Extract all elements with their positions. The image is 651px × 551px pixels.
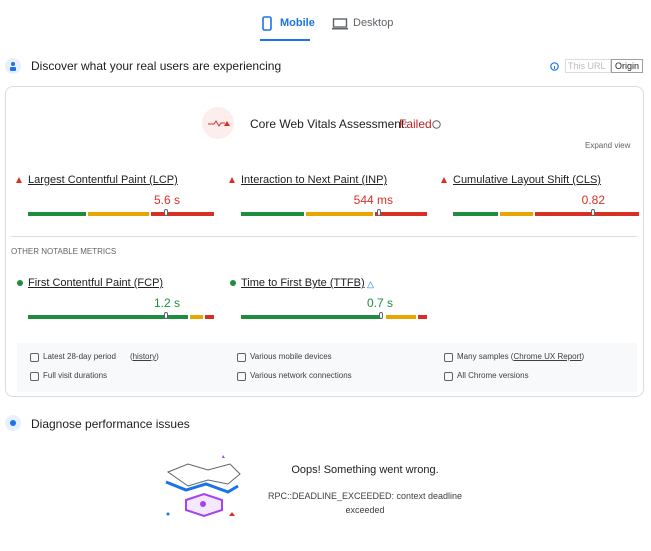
distribution-segment [386, 315, 416, 319]
detail-item: Latest 28-day period (history) [43, 352, 159, 361]
fail-icon [229, 177, 235, 183]
fail-icon [441, 177, 447, 183]
detail-item: Various mobile devices [250, 352, 332, 361]
expand-view[interactable]: Expand view [585, 141, 631, 150]
pass-icon [17, 280, 23, 286]
p75-marker [590, 209, 595, 216]
distribution-segment [453, 212, 498, 216]
distribution-segment [306, 212, 374, 216]
metric-name[interactable]: Largest Contentful Paint (LCP) [28, 174, 178, 186]
detail-icon [237, 372, 246, 381]
p75-marker [378, 312, 383, 319]
distribution-segment [28, 315, 188, 319]
assessment-label: Core Web Vitals Assessment: [250, 117, 408, 131]
distribution-segment [150, 212, 214, 216]
ttfb-experimental-icon: △ [367, 279, 374, 289]
detail-text: ( [129, 352, 133, 361]
details-box [17, 343, 637, 392]
p75-marker [163, 209, 168, 216]
distribution-segment [417, 315, 427, 319]
detail-icon [30, 353, 39, 362]
error-message: RPC::DEADLINE_EXCEEDED: context deadline… [267, 491, 463, 515]
p75-marker [376, 209, 381, 216]
detail-link[interactable]: Chrome UX Report [513, 352, 582, 361]
metric-name[interactable]: Time to First Byte (TTFB) [241, 277, 365, 289]
cwv-logo [202, 107, 234, 139]
detail-item: All Chrome versions [457, 371, 529, 380]
help-icon [432, 120, 441, 129]
error-illustration [165, 455, 241, 518]
other-heading: OTHER NOTABLE METRICS [11, 247, 117, 256]
fail-icon [16, 177, 22, 183]
users-icon [5, 58, 21, 74]
detail-text: Various network connections [250, 371, 352, 380]
detail-icon [444, 372, 453, 381]
distribution-segment [189, 315, 203, 319]
distribution-segment [28, 212, 86, 216]
metric-name[interactable]: First Contentful Paint (FCP) [28, 277, 164, 289]
distribution-segment [241, 212, 305, 216]
metric-value: 0.82 [581, 193, 605, 207]
desktop-icon [332, 18, 348, 30]
p75-marker [163, 312, 168, 319]
detail-text: ) [581, 352, 585, 361]
metric-value: 5.6 s [153, 193, 180, 207]
detail-icon [237, 353, 246, 362]
mobile-tab[interactable]: Mobile [280, 17, 315, 29]
metric-name[interactable]: Interaction to Next Paint (INP) [241, 174, 388, 186]
detail-text: Many samples ( [457, 352, 514, 361]
metric-name[interactable]: Cumulative Layout Shift (CLS) [453, 174, 601, 186]
info-icon [550, 62, 559, 71]
detail-icon [444, 353, 453, 362]
metric-value: 0.7 s [366, 296, 393, 310]
assessment-status: Failed [399, 117, 432, 131]
detail-item: Many samples (Chrome UX Report) [457, 352, 584, 361]
desktop-tab[interactable]: Desktop [353, 17, 394, 29]
distribution-segment [374, 212, 427, 216]
field-card [5, 86, 644, 397]
divider [11, 236, 637, 237]
detail-item: Full visit durations [43, 371, 107, 380]
distribution-segment [499, 212, 533, 216]
detail-text: Full visit durations [43, 371, 108, 380]
diagnose-title: Diagnose performance issues [31, 417, 190, 431]
detail-text: Latest 28-day period [43, 352, 116, 361]
field-title: Discover what your real users are experi… [31, 59, 282, 73]
origin-toggle[interactable]: Origin [611, 59, 643, 73]
detail-icon [30, 372, 39, 381]
diagnose-icon [5, 415, 21, 431]
distribution-segment [87, 212, 149, 216]
distribution-segment [534, 212, 639, 216]
error-title: Oops! Something went wrong. [291, 464, 439, 476]
detail-link[interactable]: history [132, 352, 157, 361]
distribution-segment [241, 315, 383, 319]
detail-text: Various mobile devices [250, 352, 332, 361]
detail-item: Various network connections [250, 371, 352, 380]
url-toggle[interactable]: This URL [565, 59, 611, 73]
pass-icon [230, 280, 236, 286]
distribution-segment [204, 315, 214, 319]
metric-value: 1.2 s [153, 296, 180, 310]
tab-indicator [260, 39, 310, 41]
mobile-icon [262, 16, 272, 31]
metric-value: 544 ms [353, 193, 393, 207]
detail-text: All Chrome versions [457, 371, 529, 380]
detail-text: ) [156, 352, 159, 361]
